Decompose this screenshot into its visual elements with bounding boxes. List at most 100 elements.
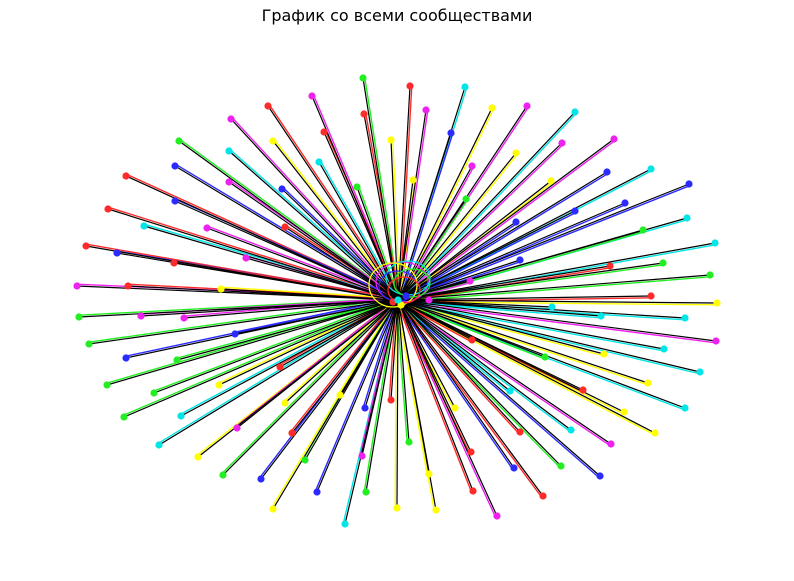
community-edge (88, 297, 398, 343)
community-edge (398, 139, 616, 303)
community-edge (396, 300, 655, 436)
graph-node (269, 505, 277, 513)
community-edge (398, 222, 518, 303)
graph-node (336, 391, 344, 399)
graph-node (606, 262, 614, 270)
graph-node (579, 386, 587, 394)
edge (106, 299, 399, 386)
graph-node (227, 115, 235, 123)
edge (183, 299, 399, 319)
edge (178, 140, 399, 301)
edge (397, 198, 467, 301)
edge (397, 152, 517, 301)
community-edge (398, 204, 626, 303)
graph-node (269, 137, 277, 145)
graph-node (301, 456, 309, 464)
graph-node (597, 312, 605, 320)
edge (397, 299, 521, 433)
graph-node (360, 110, 368, 118)
graph-node (488, 104, 496, 112)
edge (220, 288, 399, 301)
edge (281, 188, 399, 301)
graph-node (137, 312, 145, 320)
graph-node (231, 330, 239, 338)
community-edge (398, 231, 644, 303)
graph-node (432, 506, 440, 514)
graph-node (510, 464, 518, 472)
community-edge (395, 300, 472, 492)
community-edge (399, 110, 429, 301)
community-edge (398, 297, 652, 303)
community-edge (106, 297, 398, 384)
graph-node (558, 139, 566, 147)
edge (397, 299, 572, 431)
community-edge (398, 276, 711, 303)
community-edge (221, 286, 399, 299)
community-edge (399, 133, 454, 301)
edge (397, 299, 430, 475)
edge (260, 299, 399, 480)
graph-node (320, 128, 328, 136)
graph-node (170, 259, 178, 267)
graph-node (461, 83, 469, 91)
graph-node (233, 424, 241, 432)
edge (397, 242, 716, 301)
edge (397, 180, 552, 301)
edge (397, 262, 664, 301)
community-edge (397, 301, 716, 344)
graph-node (567, 426, 575, 434)
graph-node (362, 488, 370, 496)
graph-node (276, 363, 284, 371)
edge (397, 299, 605, 355)
nodes-layer (73, 74, 721, 528)
graph-node (493, 512, 501, 520)
community-edge (108, 206, 399, 299)
graph-node (409, 176, 417, 184)
graph-node (685, 180, 693, 188)
graph-node (541, 353, 549, 361)
self-loop (368, 262, 418, 308)
edge (397, 299, 701, 373)
edge (291, 299, 399, 434)
graph-node (469, 487, 477, 495)
graph-node (103, 381, 111, 389)
graph-node (425, 470, 433, 478)
edge (397, 138, 615, 301)
edge (397, 111, 576, 301)
graph-node (225, 178, 233, 186)
edge (153, 299, 399, 394)
edge (318, 161, 399, 301)
edge (397, 299, 546, 358)
graph-node (651, 429, 659, 437)
community-edge (396, 300, 520, 434)
edge (143, 225, 399, 301)
graph-node (257, 475, 265, 483)
graph-node (180, 314, 188, 322)
graph-node (113, 249, 121, 257)
community-edge (398, 153, 518, 302)
self-loop (387, 276, 421, 304)
graph-node (194, 453, 202, 461)
edge (397, 229, 644, 301)
graph-node (278, 185, 286, 193)
graph-node (315, 158, 323, 166)
edge (107, 208, 399, 301)
graph-node (425, 296, 433, 304)
graph-node (313, 488, 321, 496)
edge (158, 299, 399, 446)
graph-node (447, 129, 455, 137)
edge (234, 299, 399, 335)
graph-node (610, 135, 618, 143)
community-edge (395, 300, 428, 475)
graph-node (644, 379, 652, 387)
community-edge (398, 185, 690, 303)
edge (397, 183, 690, 301)
self-loop (393, 268, 431, 298)
edge (397, 299, 515, 469)
edge (397, 299, 474, 492)
graph-node (547, 177, 555, 185)
edge (397, 299, 665, 350)
edge (397, 299, 553, 308)
edge (284, 299, 399, 404)
